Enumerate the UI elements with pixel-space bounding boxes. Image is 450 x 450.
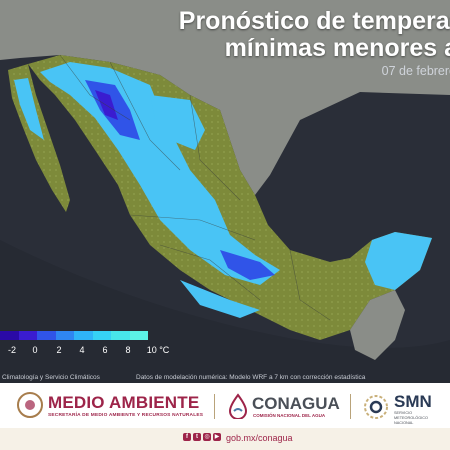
legend-swatch	[55, 331, 74, 340]
legend-swatch	[0, 331, 19, 340]
legend-swatch	[129, 331, 148, 340]
central-america	[350, 290, 405, 360]
institution-logos: MEDIO AMBIENTE SECRETARÍA DE MEDIO AMBIE…	[0, 383, 450, 429]
divider	[214, 394, 215, 419]
legend-swatch	[74, 331, 93, 340]
cold-region-north	[40, 62, 280, 285]
legend-swatch	[18, 331, 37, 340]
social-icons: f t ◎ ▶	[183, 433, 221, 441]
map-title: Pronóstico de temperat mínimas menores a	[179, 8, 450, 62]
medio-ambiente-logo: MEDIO AMBIENTE	[48, 393, 200, 412]
conagua-drop-icon	[228, 393, 248, 419]
footer: MEDIO AMBIENTE SECRETARÍA DE MEDIO AMBIE…	[0, 383, 450, 450]
smn-subtitle-line: METEOROLÓGICO	[394, 416, 428, 420]
medio-ambiente-subtitle: SECRETARÍA DE MEDIO AMBIENTE Y RECURSOS …	[48, 413, 204, 418]
legend-tick: 0	[32, 345, 38, 355]
legend-tick: -2	[7, 345, 17, 355]
credit-right: Datos de modelación numérica: Modelo WRF…	[136, 374, 366, 381]
legend-swatch	[111, 331, 130, 340]
divider	[350, 394, 351, 419]
credit-left: Climatología y Servicio Climáticos	[2, 374, 100, 381]
map-graphic	[0, 0, 450, 360]
facebook-icon[interactable]: f	[183, 433, 191, 441]
temperature-map: Pronóstico de temperat mínimas menores a…	[0, 0, 450, 383]
legend-swatch	[37, 331, 56, 340]
mexico-seal-icon	[17, 392, 43, 418]
smn-logo: SMN	[394, 392, 432, 411]
legend-tick: 6	[102, 345, 108, 355]
legend-tick: 2	[56, 345, 62, 355]
title-line-1: Pronóstico de temperat	[178, 7, 450, 35]
legend-color-bar	[0, 331, 148, 340]
legend-tick: 8	[125, 345, 131, 355]
title-line-2: mínimas menores a	[224, 34, 450, 62]
forecast-date: 07 de febrero	[381, 64, 450, 78]
youtube-icon[interactable]: ▶	[213, 433, 221, 441]
conagua-logo: CONAGUA	[252, 394, 340, 413]
yucatan-peninsula	[365, 232, 432, 290]
usa-land	[0, 0, 450, 195]
smn-emblem-icon	[364, 395, 388, 419]
legend-tick: 4	[79, 345, 85, 355]
smn-subtitle-line: NACIONAL	[394, 421, 414, 425]
temperature-legend: -2 0 2 4 6 8 10 °C	[0, 328, 200, 356]
twitter-icon[interactable]: t	[193, 433, 201, 441]
legend-tick: 10 °C	[146, 345, 170, 355]
contact-band: f t ◎ ▶ gob.mx/conagua	[0, 428, 450, 450]
conagua-url-link[interactable]: gob.mx/conagua	[226, 433, 293, 443]
legend-swatch	[92, 331, 111, 340]
smn-subtitle: SERVICIO METEOROLÓGICO NACIONAL	[394, 411, 428, 426]
smn-subtitle-line: SERVICIO	[394, 411, 413, 415]
conagua-subtitle: COMISIÓN NACIONAL DEL AGUA	[253, 413, 326, 418]
instagram-icon[interactable]: ◎	[203, 433, 211, 441]
